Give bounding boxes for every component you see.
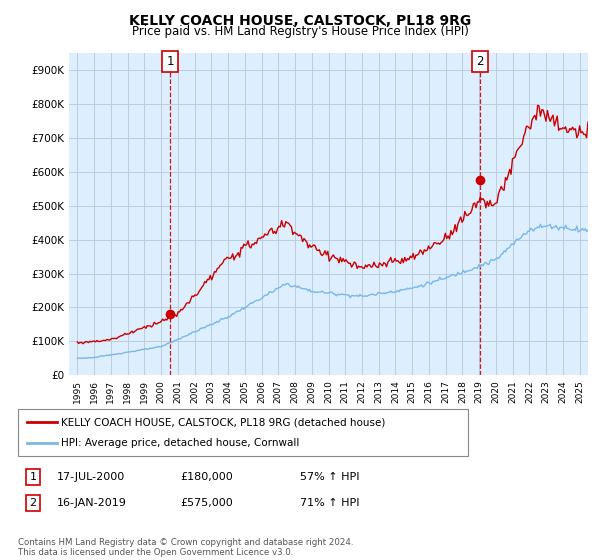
Text: 16-JAN-2019: 16-JAN-2019 [57, 498, 127, 508]
Text: 2: 2 [476, 55, 484, 68]
Text: £180,000: £180,000 [180, 472, 233, 482]
Text: 17-JUL-2000: 17-JUL-2000 [57, 472, 125, 482]
Text: 2: 2 [29, 498, 37, 508]
Text: KELLY COACH HOUSE, CALSTOCK, PL18 9RG (detached house): KELLY COACH HOUSE, CALSTOCK, PL18 9RG (d… [61, 417, 386, 427]
Text: 57% ↑ HPI: 57% ↑ HPI [300, 472, 359, 482]
Text: HPI: Average price, detached house, Cornwall: HPI: Average price, detached house, Corn… [61, 438, 299, 448]
Text: Price paid vs. HM Land Registry's House Price Index (HPI): Price paid vs. HM Land Registry's House … [131, 25, 469, 38]
Text: Contains HM Land Registry data © Crown copyright and database right 2024.
This d: Contains HM Land Registry data © Crown c… [18, 538, 353, 557]
Text: 1: 1 [166, 55, 174, 68]
Text: £575,000: £575,000 [180, 498, 233, 508]
Text: 1: 1 [29, 472, 37, 482]
Text: 71% ↑ HPI: 71% ↑ HPI [300, 498, 359, 508]
Text: KELLY COACH HOUSE, CALSTOCK, PL18 9RG: KELLY COACH HOUSE, CALSTOCK, PL18 9RG [129, 14, 471, 28]
